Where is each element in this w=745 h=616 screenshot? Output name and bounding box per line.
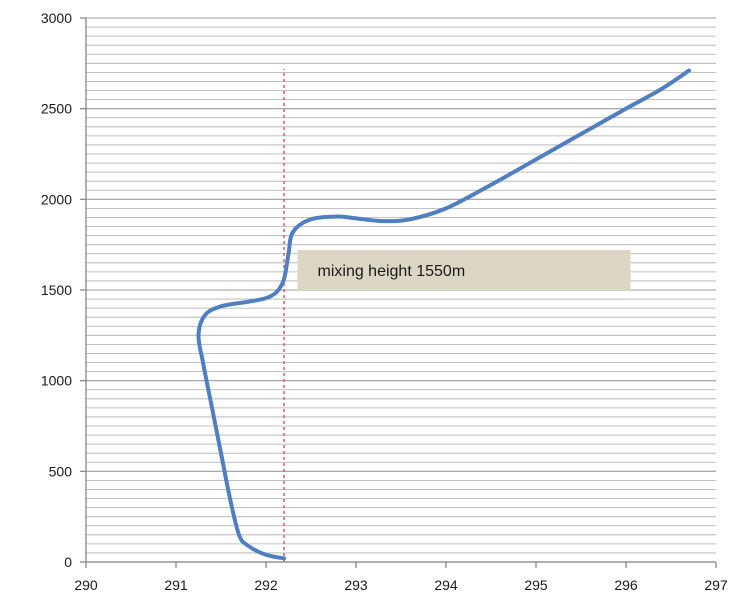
y-tick-label: 2500 <box>41 101 72 117</box>
x-tick-label: 290 <box>74 577 98 593</box>
y-tick-label: 500 <box>49 463 73 479</box>
annotation-label: mixing height 1550m <box>318 263 466 280</box>
annotation-box <box>297 250 631 290</box>
x-tick-label: 296 <box>614 577 638 593</box>
series-layer <box>196 68 691 561</box>
x-tick-label: 295 <box>524 577 548 593</box>
x-tick-label: 292 <box>254 577 278 593</box>
y-tick-label: 3000 <box>41 10 72 26</box>
x-tick-label: 293 <box>344 577 368 593</box>
annotation-layer: mixing height 1550m <box>297 250 631 290</box>
x-tick-label: 294 <box>434 577 458 593</box>
axes-layer <box>80 17 717 568</box>
y-tick-label: 2000 <box>41 191 72 207</box>
tick-labels-layer: 0 500 1000 1500 2000 2500 3000 290 291 292 293 294 2… <box>41 10 728 593</box>
y-tick-label: 0 <box>64 554 72 570</box>
y-tick-label: 1000 <box>41 373 72 389</box>
y-tick-label: 1500 <box>41 282 72 298</box>
grid-layer <box>86 17 716 554</box>
series-line <box>196 68 691 561</box>
x-tick-label: 297 <box>704 577 728 593</box>
x-tick-label: 291 <box>164 577 188 593</box>
